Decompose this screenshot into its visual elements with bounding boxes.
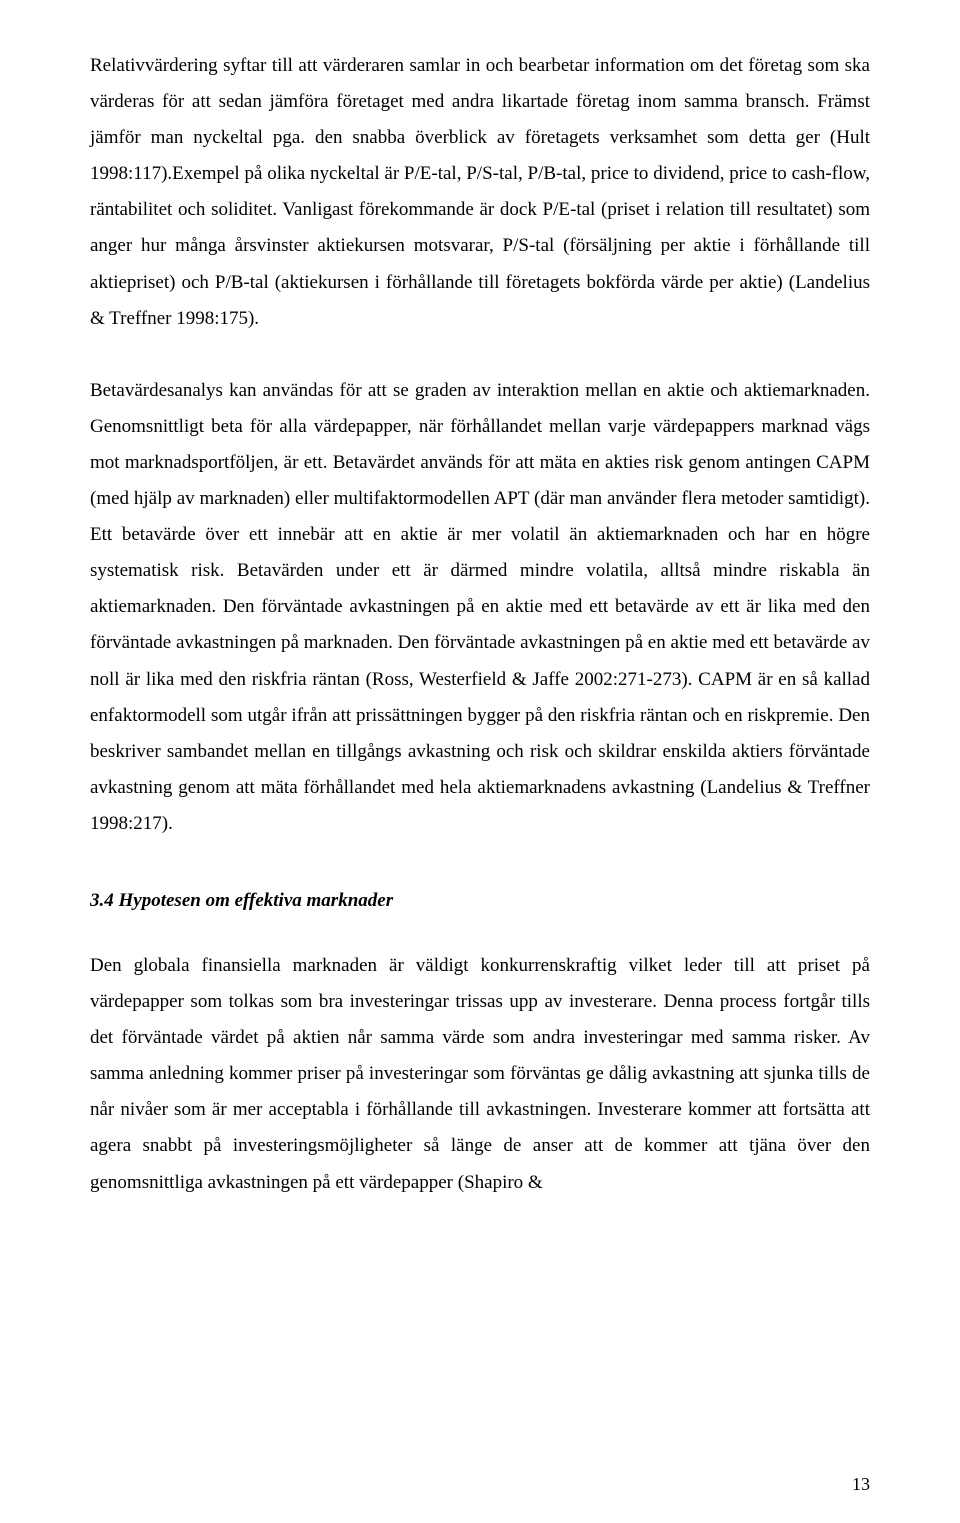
- document-page: Relativvärdering syftar till att värdera…: [0, 0, 960, 1523]
- paragraph-3: Den globala finansiella marknaden är väl…: [90, 948, 870, 1201]
- paragraph-2: Betavärdesanalys kan användas för att se…: [90, 373, 870, 842]
- page-number: 13: [852, 1474, 870, 1495]
- section-heading-3-4: 3.4 Hypotesen om effektiva marknader: [90, 890, 870, 912]
- paragraph-1: Relativvärdering syftar till att värdera…: [90, 48, 870, 337]
